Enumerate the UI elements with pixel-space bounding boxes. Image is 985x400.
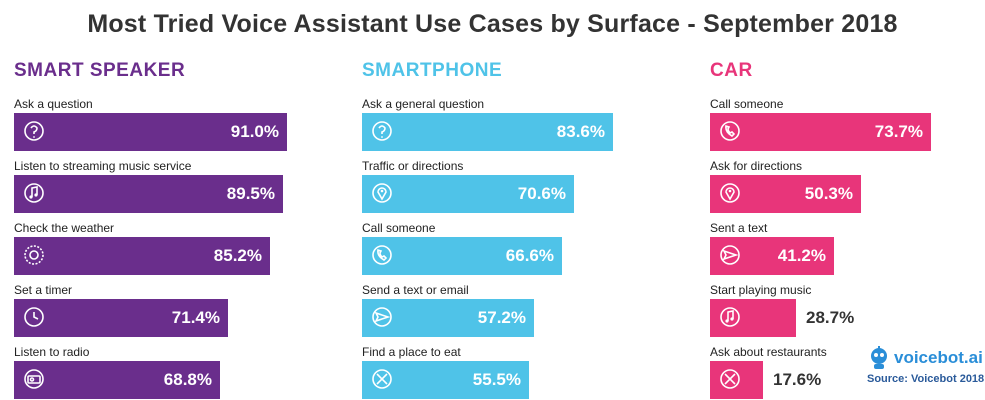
timer-icon <box>24 307 44 327</box>
panel-title: SMARTPHONE <box>362 60 503 81</box>
value-label: 50.3% <box>804 184 853 203</box>
category-label: Ask for directions <box>710 159 803 173</box>
bar-row: Start playing music 28.7% <box>710 282 985 337</box>
bar: 66.6% <box>362 237 562 275</box>
bar-row: Check the weather 85.2% <box>14 220 334 275</box>
value-label: 71.4% <box>171 308 220 327</box>
map-pin-icon <box>720 183 740 203</box>
bar: 85.2% <box>14 237 270 275</box>
fork-knife-icon <box>720 369 740 389</box>
source-note: Source: Voicebot 2018 <box>867 373 985 385</box>
bar <box>710 299 796 337</box>
logo-text: voicebot.ai <box>894 348 983 367</box>
value-label: 89.5% <box>226 184 275 203</box>
bar-row: Traffic or directions 70.6% <box>362 158 682 213</box>
bar: 50.3% <box>710 175 861 213</box>
panel-smartphone: SMARTPHONE Ask a general question 83.6% Tra… <box>362 60 682 400</box>
category-label: Send a text or email <box>362 283 469 297</box>
bar-row: Ask about restaurants 17.6% <box>710 344 985 399</box>
bar: 71.4% <box>14 299 228 337</box>
category-label: Set a timer <box>14 283 73 297</box>
value-label: 17.6% <box>773 370 822 389</box>
robot-icon <box>871 346 887 369</box>
bar: 83.6% <box>362 113 613 151</box>
value-label: 41.2% <box>777 246 826 265</box>
music-note-icon <box>720 307 740 327</box>
value-label: 28.7% <box>806 308 855 327</box>
radio-icon <box>24 369 44 389</box>
value-label: 55.5% <box>472 370 521 389</box>
category-label: Ask a question <box>14 97 93 111</box>
chart-title: Most Tried Voice Assistant Use Cases by … <box>87 10 898 38</box>
bar: 91.0% <box>14 113 287 151</box>
bar-row: Listen to radio 68.8% <box>14 344 334 399</box>
fork-knife-icon <box>372 369 392 389</box>
value-label: 68.8% <box>163 370 212 389</box>
voicebot-logo: voicebot.ai <box>868 346 983 370</box>
bar-row: Call someone 73.7% <box>710 96 985 151</box>
phone-icon <box>720 121 740 141</box>
panel-car: CAR Call someone 73.7% Ask for directions 50… <box>710 60 985 400</box>
panel-title: CAR <box>710 60 753 81</box>
value-label: 83.6% <box>556 122 605 141</box>
bar-row: Ask for directions 50.3% <box>710 158 985 213</box>
bar: 55.5% <box>362 361 529 399</box>
bar: 57.2% <box>362 299 534 337</box>
category-label: Traffic or directions <box>362 159 464 173</box>
category-label: Ask about restaurants <box>710 345 827 359</box>
bar: 68.8% <box>14 361 220 399</box>
question-icon <box>372 121 392 141</box>
category-label: Find a place to eat <box>362 345 461 359</box>
bar-row: Set a timer 71.4% <box>14 282 334 337</box>
value-label: 70.6% <box>517 184 566 203</box>
map-pin-icon <box>372 183 392 203</box>
panel-title: SMART SPEAKER <box>14 60 186 81</box>
bar-row: Sent a text 41.2% <box>710 220 985 275</box>
panel-smart-speaker: SMART SPEAKER Ask a question 91.0% Listen t… <box>14 60 334 400</box>
bar-row: Ask a question 91.0% <box>14 96 334 151</box>
bar <box>710 361 763 399</box>
category-label: Ask a general question <box>362 97 485 111</box>
bar: 70.6% <box>362 175 574 213</box>
bar: 41.2% <box>710 237 834 275</box>
category-label: Listen to streaming music service <box>14 159 192 173</box>
send-icon <box>720 245 740 265</box>
value-label: 57.2% <box>477 308 526 327</box>
weather-icon <box>24 245 44 265</box>
value-label: 73.7% <box>874 122 923 141</box>
value-label: 85.2% <box>213 246 262 265</box>
category-label: Listen to radio <box>14 345 90 359</box>
category-label: Start playing music <box>710 283 812 297</box>
bar-row: Find a place to eat 55.5% <box>362 344 682 399</box>
music-note-icon <box>24 183 44 203</box>
bar-row: Listen to streaming music service 89.5% <box>14 158 334 213</box>
send-icon <box>372 307 392 327</box>
phone-icon <box>372 245 392 265</box>
value-label: 91.0% <box>230 122 279 141</box>
category-label: Call someone <box>710 97 784 111</box>
bar-row: Ask a general question 83.6% <box>362 96 682 151</box>
bar-row: Send a text or email 57.2% <box>362 282 682 337</box>
category-label: Check the weather <box>14 221 115 235</box>
category-label: Sent a text <box>710 221 768 235</box>
question-icon <box>24 121 44 141</box>
value-label: 66.6% <box>505 246 554 265</box>
category-label: Call someone <box>362 221 436 235</box>
bar-row: Call someone 66.6% <box>362 220 682 275</box>
bar: 89.5% <box>14 175 283 213</box>
bar: 73.7% <box>710 113 931 151</box>
